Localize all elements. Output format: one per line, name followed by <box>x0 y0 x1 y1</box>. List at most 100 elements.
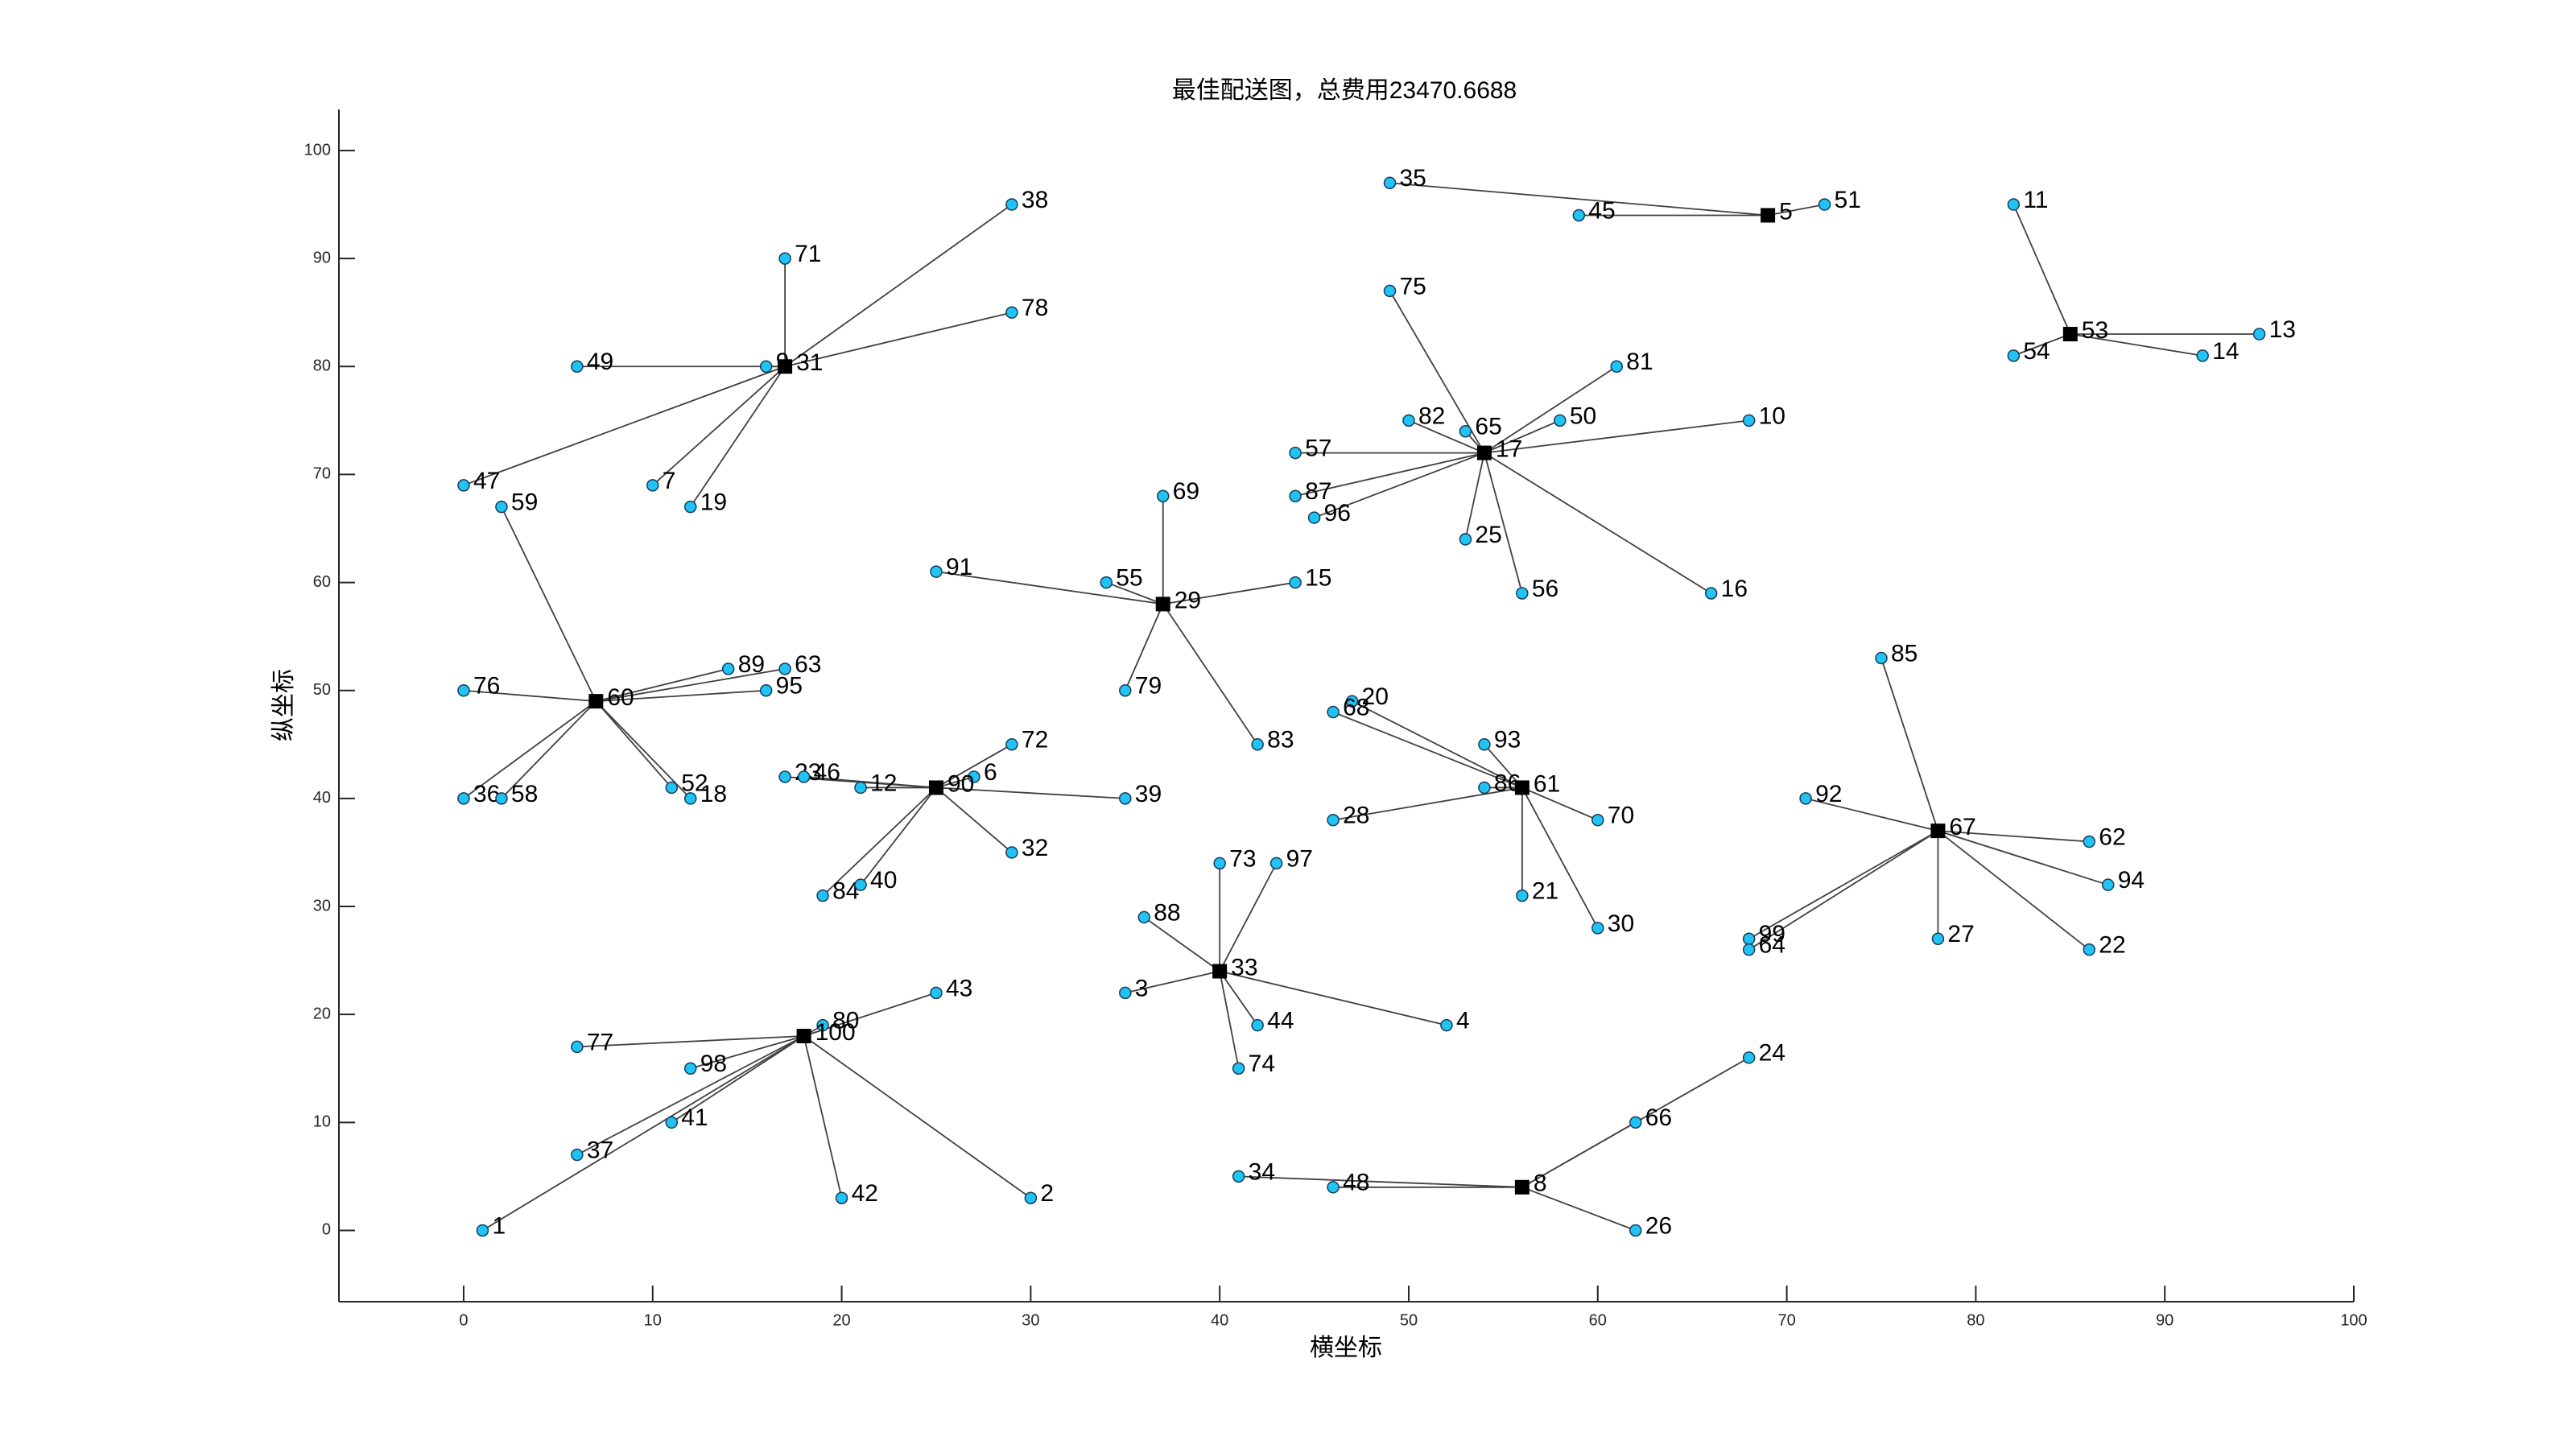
customer-label: 1 <box>492 1212 506 1239</box>
customer-point <box>1232 1170 1245 1183</box>
route-line <box>1805 797 1938 832</box>
customer-label: 7 <box>663 468 676 494</box>
customer-label: 2 <box>1040 1180 1054 1207</box>
route-line <box>1484 419 1561 454</box>
customer-label: 32 <box>1022 835 1048 861</box>
y-tick-label: 20 <box>313 1005 331 1022</box>
y-tick-label: 60 <box>313 573 331 591</box>
y-tick-label: 50 <box>313 681 331 699</box>
customer-label: 50 <box>1570 402 1596 429</box>
customer-point <box>1232 1062 1245 1075</box>
route-line <box>803 1035 1031 1199</box>
depot-label: 31 <box>796 349 823 376</box>
route-line <box>1162 603 1258 745</box>
customer-point <box>1119 792 1132 805</box>
customer-point <box>968 770 980 783</box>
customer-point <box>1327 813 1340 827</box>
customer-point <box>1742 943 1756 956</box>
customer-point <box>683 792 697 805</box>
customer-point <box>1516 889 1529 902</box>
customer-point <box>665 1116 679 1129</box>
depot-point <box>796 1028 811 1043</box>
customer-point <box>683 500 697 514</box>
x-tick-label: 100 <box>2340 1311 2367 1329</box>
customer-label: 11 <box>2023 187 2048 213</box>
depot-label: 29 <box>1174 587 1201 613</box>
customer-label: 78 <box>1022 295 1048 321</box>
customer-point <box>797 770 811 783</box>
route-line <box>1521 787 1599 929</box>
customer-point <box>1024 1191 1038 1204</box>
customer-point <box>646 479 659 492</box>
customer-label: 28 <box>1343 803 1369 829</box>
customer-label: 80 <box>832 1008 859 1034</box>
customer-label: 73 <box>1229 845 1256 872</box>
customer-label: 74 <box>1249 1051 1275 1077</box>
customer-label: 59 <box>511 489 538 516</box>
customer-label: 84 <box>832 878 859 905</box>
customer-point <box>1383 284 1397 298</box>
customer-label: 71 <box>795 241 821 267</box>
y-tick-label: 100 <box>304 141 331 159</box>
customer-label: 48 <box>1343 1170 1369 1196</box>
route-line <box>1484 452 1523 594</box>
customer-label: 43 <box>946 975 972 1001</box>
customer-label: 18 <box>700 781 727 807</box>
customer-point <box>854 878 867 891</box>
customer-point <box>1629 1224 1642 1237</box>
customer-label: 93 <box>1494 727 1521 753</box>
customer-label: 72 <box>1022 727 1048 753</box>
customer-label: 68 <box>1343 694 1369 720</box>
route-line <box>1125 970 1220 994</box>
customer-label: 12 <box>870 770 897 796</box>
route-line <box>2013 333 2071 357</box>
customer-point <box>1327 1181 1340 1194</box>
route-line <box>1143 916 1220 972</box>
customer-label: 45 <box>1588 197 1615 224</box>
depot-point <box>1930 824 1946 839</box>
customer-label: 62 <box>2099 824 2125 850</box>
route-line <box>1748 830 1938 940</box>
customer-point <box>1251 738 1264 751</box>
x-tick-label: 0 <box>459 1311 468 1329</box>
customer-label: 76 <box>473 673 500 700</box>
customer-label: 95 <box>776 673 803 700</box>
customer-label: 21 <box>1532 878 1558 905</box>
route-line <box>1484 452 1712 594</box>
customer-point <box>2083 943 2096 956</box>
customer-label: 27 <box>1947 921 1974 947</box>
customer-point <box>1383 176 1397 189</box>
customer-label: 24 <box>1759 1040 1785 1067</box>
customer-label: 20 <box>1362 683 1389 710</box>
customer-label: 87 <box>1305 478 1331 505</box>
depot-label: 8 <box>1534 1170 1547 1197</box>
customer-label: 70 <box>1608 803 1634 829</box>
customer-point <box>1591 922 1604 935</box>
customer-label: 77 <box>587 1029 613 1055</box>
customer-point <box>571 1040 584 1054</box>
customer-point <box>1005 306 1018 319</box>
customer-point <box>2007 349 2021 362</box>
customer-label: 64 <box>1759 932 1785 959</box>
route-line <box>596 668 786 703</box>
customer-label: 58 <box>511 781 538 807</box>
y-axis-label: 纵坐标 <box>270 669 298 741</box>
customer-label: 88 <box>1154 899 1180 926</box>
y-tick-label: 80 <box>313 357 331 375</box>
customer-label: 13 <box>2269 316 2296 343</box>
route-line <box>1105 581 1164 605</box>
customer-point <box>759 683 773 697</box>
route-line <box>690 1035 804 1070</box>
customer-point <box>1554 414 1567 427</box>
route-line <box>1352 700 1523 789</box>
customer-point <box>1931 932 1945 946</box>
customer-point <box>930 986 943 1000</box>
route-line <box>803 776 937 789</box>
customer-point <box>2007 198 2021 211</box>
x-tick-label: 10 <box>644 1311 662 1329</box>
customer-label: 14 <box>2212 338 2239 365</box>
customer-point <box>1478 738 1491 751</box>
depot-point <box>1155 597 1170 612</box>
depot-label: 33 <box>1231 954 1257 980</box>
